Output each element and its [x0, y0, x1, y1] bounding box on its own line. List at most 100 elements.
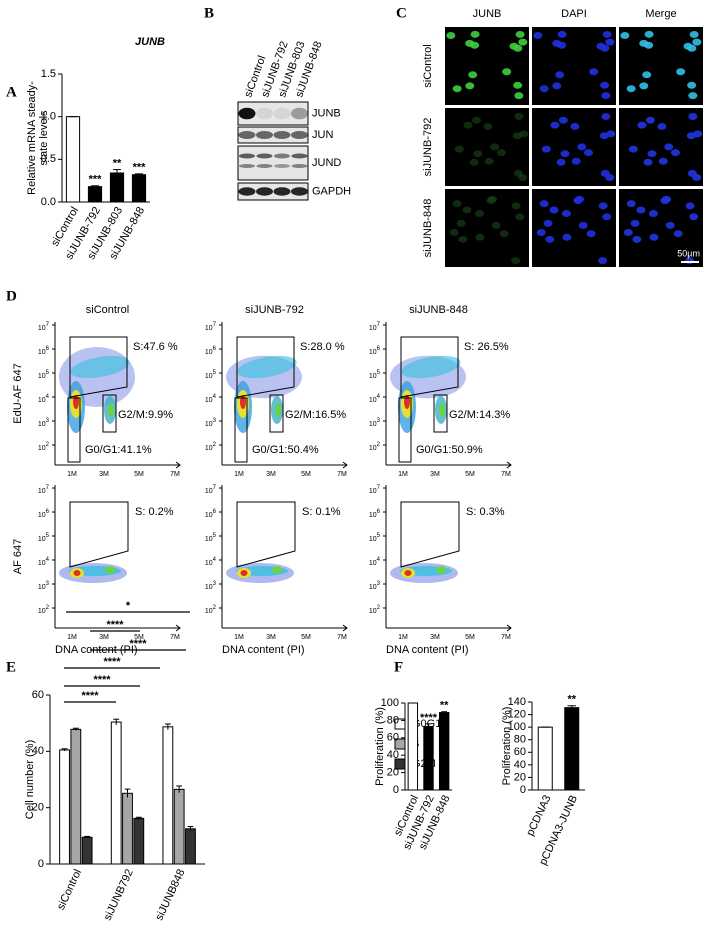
tick-exponent: 2 — [46, 442, 50, 448]
scale-bar-label: 50µm — [677, 248, 700, 258]
micrograph — [445, 27, 529, 105]
tick-exponent: 6 — [46, 346, 50, 352]
nucleus — [693, 130, 703, 138]
nucleus — [502, 68, 512, 76]
tick-base: 10 — [369, 512, 377, 519]
flow-x-tick-label: 3M — [99, 471, 109, 478]
nucleus — [469, 158, 479, 166]
gate-label: G2/M:16.5% — [285, 409, 346, 421]
x-tick-label: pCDNA3 — [524, 793, 553, 837]
density — [436, 566, 446, 574]
nucleus — [519, 130, 529, 138]
band-label: JUNB — [312, 107, 341, 119]
blot-band — [238, 187, 256, 196]
density — [108, 403, 114, 417]
nucleus — [601, 92, 611, 100]
channel-label: JUNB — [473, 8, 502, 20]
bar — [122, 792, 133, 865]
flow-y-tick-label: 104 — [205, 557, 217, 567]
tick-exponent: 3 — [213, 581, 217, 587]
y-tick-label: 20 — [387, 767, 399, 779]
nucleus — [687, 44, 697, 52]
nucleus — [689, 213, 699, 221]
tick-base: 10 — [369, 488, 377, 495]
error-bar — [425, 723, 432, 730]
nucleus — [514, 113, 524, 121]
tick-base: 10 — [205, 421, 213, 428]
tick-exponent: 3 — [377, 418, 381, 424]
density — [404, 570, 412, 576]
tick-base: 10 — [369, 608, 377, 615]
flow-y-tick-label: 103 — [205, 581, 217, 591]
tick-exponent: 7 — [377, 485, 381, 491]
gate-label: G0/G1:50.4% — [252, 444, 319, 456]
row-label: AF 647 — [12, 539, 24, 574]
significance-label: **** — [93, 674, 111, 686]
y-tick-label: 40 — [387, 749, 399, 761]
nucleus — [515, 213, 525, 221]
flow-y-tick-label: 103 — [38, 418, 50, 428]
flow-y-tick-label: 106 — [38, 346, 50, 356]
nucleus — [645, 116, 655, 124]
nucleus — [600, 81, 610, 89]
y-tick-label: 0.0 — [41, 196, 56, 208]
density — [272, 566, 282, 574]
nucleus — [474, 210, 484, 218]
nucleus — [539, 85, 549, 93]
significance-label: * — [126, 600, 131, 612]
y-tick-label: 80 — [387, 714, 399, 726]
nucleus — [602, 30, 612, 38]
flow-x-tick-label: 5M — [465, 471, 475, 478]
axis-arrow — [175, 461, 181, 469]
tick-exponent: 3 — [46, 581, 50, 587]
flow-x-tick-label: 1M — [398, 634, 408, 641]
tick-base: 10 — [369, 536, 377, 543]
nucleus — [499, 230, 509, 238]
tick-base: 10 — [369, 445, 377, 452]
blot-strip — [237, 101, 309, 126]
nucleus — [515, 30, 525, 38]
density — [240, 570, 248, 576]
significance-label: **** — [81, 690, 99, 702]
flow-y-tick-label: 102 — [38, 605, 50, 615]
tick-exponent: 2 — [213, 605, 217, 611]
column-title: siControl — [86, 304, 129, 316]
flow-y-tick-label: 102 — [369, 605, 381, 615]
nucleus — [536, 229, 546, 237]
nucleus — [558, 116, 568, 124]
condition-label: siControl — [422, 44, 434, 87]
flow-x-tick-label: 5M — [134, 634, 144, 641]
gate-label: S: 0.1% — [302, 506, 341, 518]
gate-label: G0/G1:41.1% — [85, 444, 152, 456]
flow-y-tick-label: 107 — [205, 322, 217, 332]
flow-x-tick-label: 3M — [430, 634, 440, 641]
axis-arrow — [506, 624, 512, 632]
nucleus — [549, 206, 559, 214]
nucleus — [688, 92, 698, 100]
tick-exponent: 6 — [213, 509, 217, 515]
nucleus — [601, 113, 611, 121]
error-bar — [124, 788, 131, 798]
gate — [69, 336, 128, 398]
blot-band — [238, 131, 256, 139]
tick-base: 10 — [38, 421, 46, 428]
bar — [173, 788, 185, 865]
flow-y-tick-label: 104 — [369, 557, 381, 567]
error-bar — [91, 185, 99, 188]
flow-x-tick-label: 7M — [337, 634, 347, 641]
gate-label: G2/M:14.3% — [449, 409, 510, 421]
axis-arrow — [342, 461, 348, 469]
gate-label: S:47.6 % — [133, 341, 178, 353]
nucleus — [639, 39, 649, 47]
nucleus — [552, 82, 562, 90]
tick-base: 10 — [205, 397, 213, 404]
tick-exponent: 5 — [377, 533, 381, 539]
band-label: GAPDH — [312, 185, 351, 197]
bar — [162, 726, 174, 865]
nucleus — [514, 92, 524, 100]
nucleus — [570, 122, 580, 130]
tick-exponent: 6 — [213, 346, 217, 352]
significance-label: **** — [106, 619, 124, 631]
gate — [433, 394, 448, 433]
